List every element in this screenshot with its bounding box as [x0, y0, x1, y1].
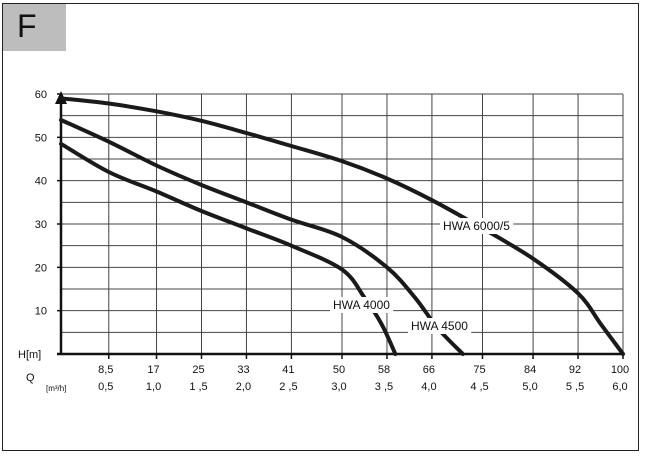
- x-tick-label-alt: 5 ,5: [566, 381, 584, 393]
- series-line: [59, 96, 625, 356]
- x-tick-label-alt: 2 ,5: [279, 381, 297, 393]
- x-tick-label-flow: 33: [237, 364, 249, 376]
- x-tick-label-alt: 4 ,5: [470, 381, 488, 393]
- x-tick-label-flow: 66: [423, 364, 435, 376]
- series-line: [59, 141, 398, 356]
- x-tick-label-flow: 92: [569, 364, 581, 376]
- x-tick-label-alt: 3 ,5: [375, 381, 393, 393]
- x-tick-label-flow: 100: [611, 364, 629, 376]
- x-tick-label-flow: 84: [524, 364, 536, 376]
- y-tick-label: 50: [35, 132, 47, 144]
- x-tick-label-flow: 75: [473, 364, 485, 376]
- y-axis-label: H[m]: [18, 349, 41, 361]
- x-tick-label-flow: 50: [333, 364, 345, 376]
- x-tick-label-alt: 0,5: [98, 381, 113, 393]
- series-label-bg: [330, 297, 394, 313]
- series-label: HWA 6000/5: [443, 219, 510, 233]
- y-tick-label: 30: [35, 219, 47, 231]
- x-tick-label-flow: 17: [147, 364, 159, 376]
- series-label-bg: [408, 318, 472, 334]
- x-tick-label-alt: 1,0: [146, 381, 161, 393]
- x-tick-label-flow: 58: [378, 364, 390, 376]
- x-tick-label-flow: 8,5: [98, 364, 113, 376]
- x-axis-label: Q: [26, 372, 35, 384]
- labels: HWA 4000 HWA 4500 HWA 6000/5: [330, 218, 514, 334]
- series-label: HWA 4000: [333, 298, 390, 312]
- panel-letter: F: [17, 8, 37, 44]
- series-line: [59, 118, 465, 356]
- panel-letter-box: F: [3, 4, 66, 51]
- y-tick-label: 40: [35, 176, 47, 188]
- x-tick-label-alt: 6,0: [612, 381, 627, 393]
- x-tick-label-flow: 25: [192, 364, 204, 376]
- axes: 10 20 30 40 50 60 H[m] 8,5 17 25 33 41 50 58 66 75 84 92 1…: [18, 89, 629, 393]
- x-tick-label-alt: 3,0: [331, 381, 346, 393]
- x-tick-label-flow: 41: [282, 364, 294, 376]
- y-tick-label: 20: [35, 262, 47, 274]
- x-axis-unit-label: [m³/h]: [46, 384, 66, 393]
- y-tick-label: 60: [35, 89, 47, 101]
- grid: [61, 93, 624, 354]
- x-tick-label-alt: 5,0: [522, 381, 537, 393]
- series-label-bg: [440, 218, 514, 234]
- x-tick-label-alt: 4,0: [421, 381, 436, 393]
- series-label: HWA 4500: [411, 319, 468, 333]
- x-tick-label-alt: 2,0: [236, 381, 251, 393]
- y-tick-label: 10: [35, 306, 47, 318]
- x-tick-label-alt: 1 ,5: [189, 381, 207, 393]
